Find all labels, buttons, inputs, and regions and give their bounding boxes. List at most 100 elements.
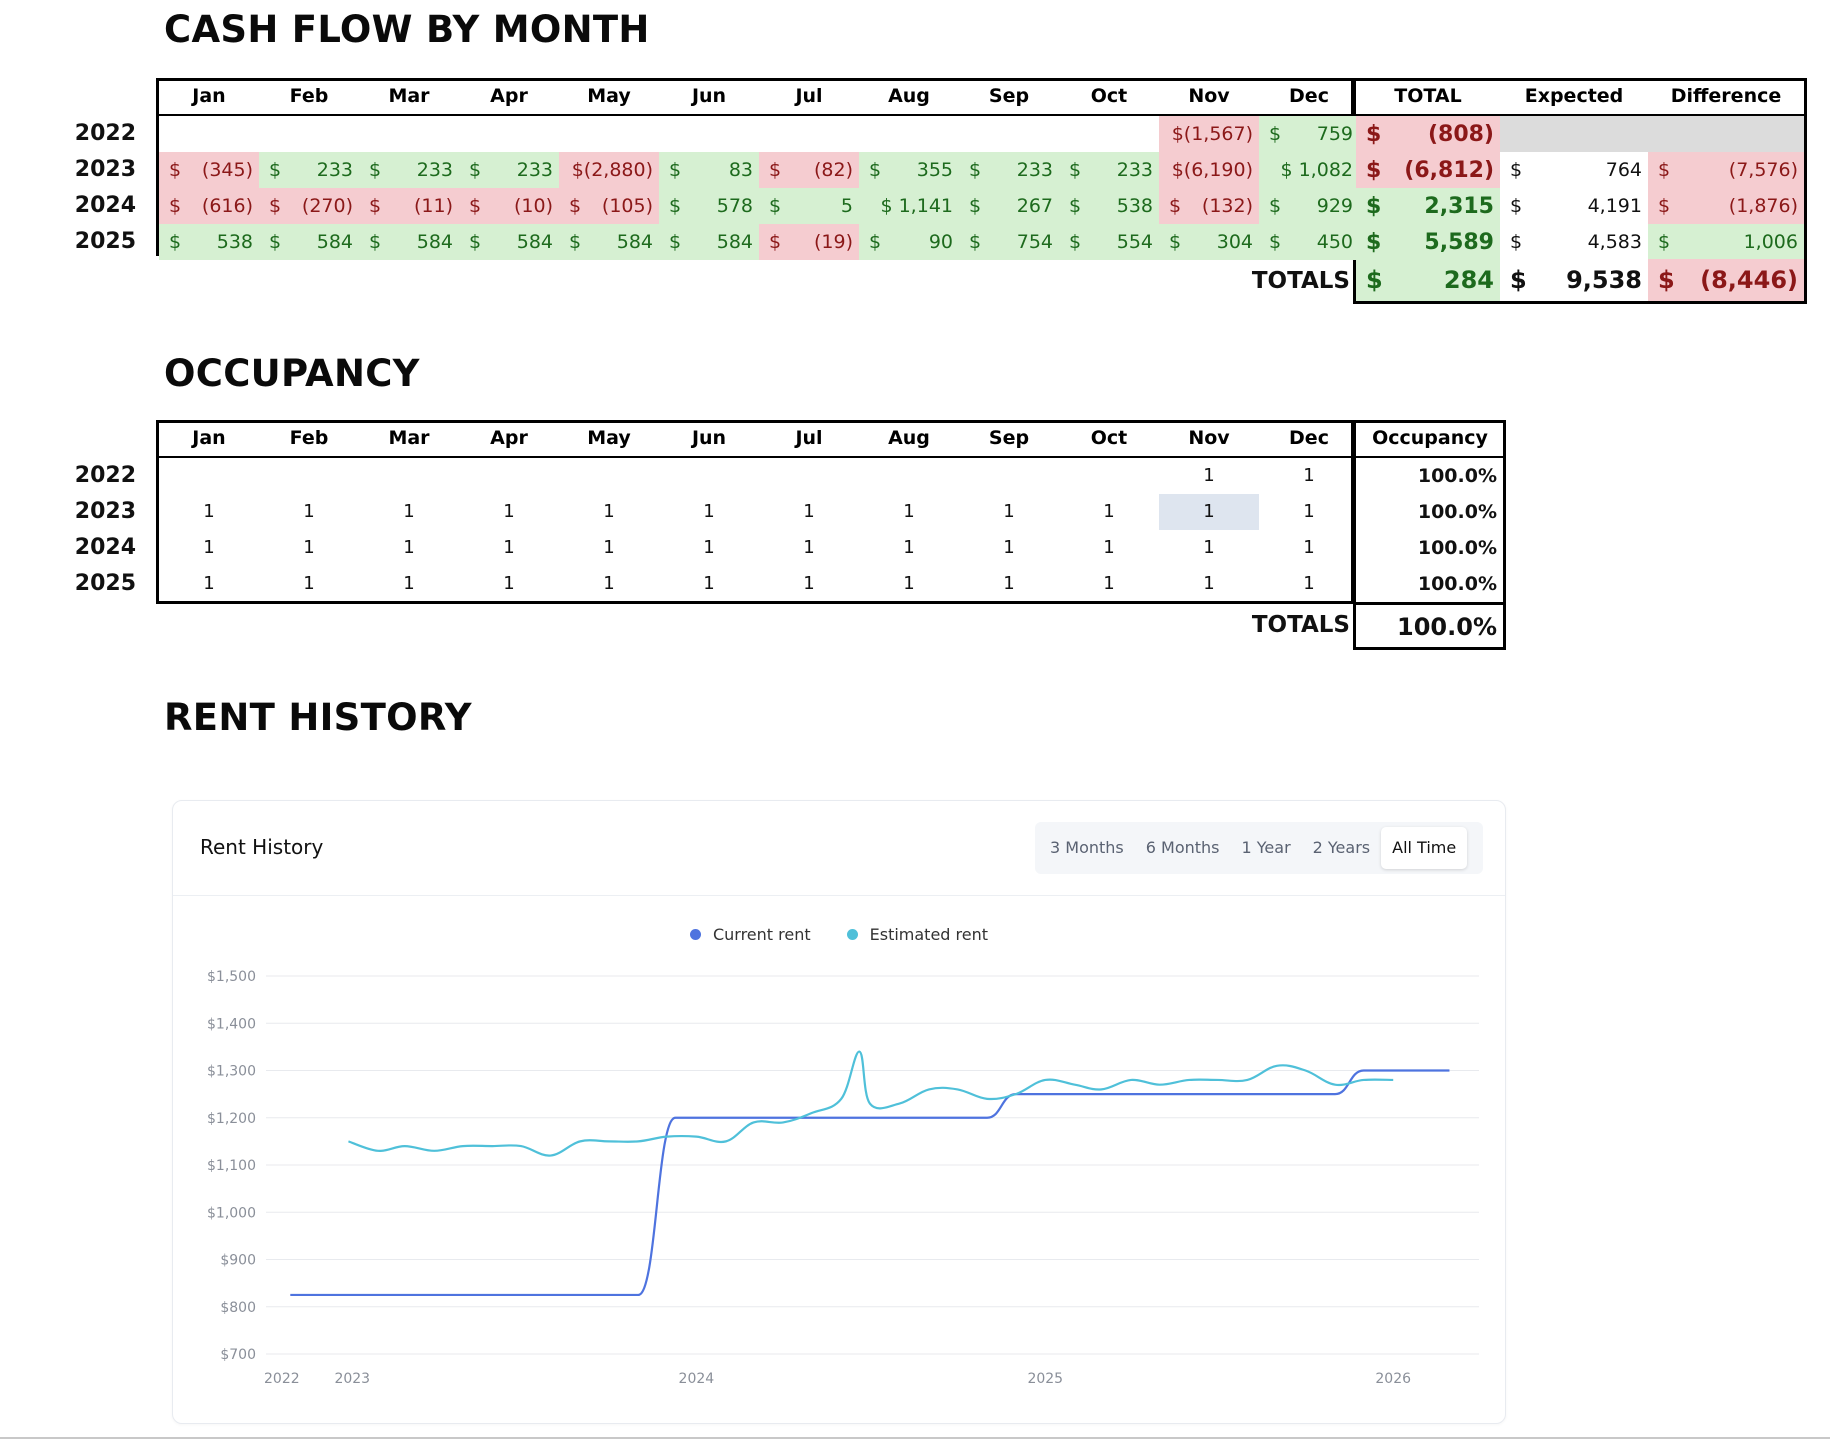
occupancy-pct: 100.0% [1417,537,1497,559]
occupancy-cell[interactable] [759,458,859,494]
currency-symbol: $ [1510,159,1523,181]
occupancy-cell[interactable]: 1 [603,501,615,522]
occupancy-cell[interactable] [159,458,259,494]
occupancy-cell[interactable] [359,458,459,494]
occupancy-cell[interactable] [659,458,759,494]
difference-cell: $ (1,876) [1648,188,1804,224]
occupancy-cell[interactable]: 1 [1303,465,1315,486]
cash-cell: $5 [759,188,859,224]
currency-symbol: $ [269,159,282,181]
range-option-all-time[interactable]: All Time [1381,827,1468,869]
bottom-divider [0,1437,1830,1439]
occupancy-cell[interactable]: 1 [303,573,315,594]
legend-item[interactable]: Current rent [689,925,811,944]
occupancy-cell[interactable]: 1 [703,501,715,522]
occupancy-cell[interactable]: 1 [1103,573,1115,594]
occupancy-cell[interactable]: 1 [203,537,215,558]
occupancy-cell[interactable] [259,458,359,494]
cash-cell: $ (19) [759,224,859,260]
currency-symbol: $ [169,159,182,181]
occupancy-cell[interactable]: 1 [1003,537,1015,558]
range-option-3-months[interactable]: 3 Months [1050,838,1124,857]
occupancy-cell[interactable]: 1 [1203,573,1215,594]
month-header: Mar [388,85,430,107]
occupancy-cell[interactable] [859,458,959,494]
legend-dot-icon [846,929,858,940]
occupancy-cell[interactable]: 1 [1303,501,1315,522]
occupancy-pct: 100.0% [1417,501,1497,523]
occupancy-cell[interactable] [459,458,559,494]
occupancy-cell[interactable]: 1 [1103,501,1115,522]
occupancy-cell[interactable]: 1 [603,573,615,594]
occupancy-cell[interactable]: 1 [1103,537,1115,558]
currency-symbol: $ [1366,229,1382,255]
chart-legend: Current rent Estimated rent [173,925,1505,944]
month-header: Aug [888,85,930,107]
occupancy-cell[interactable]: 1 [803,537,815,558]
occupancy-cell[interactable] [959,458,1059,494]
occupancy-title: OCCUPANCY [164,352,420,395]
month-header: Oct [1090,427,1128,449]
month-header: Jul [795,85,823,107]
currency-symbol: $ [869,159,882,181]
occupancy-cell[interactable]: 1 [503,501,515,522]
row-year: 2023 [74,157,136,182]
cash-cell: $554 [1059,224,1159,260]
occupancy-cell[interactable]: 1 [303,501,315,522]
cash-cell: $584 [659,224,759,260]
occupancy-cell[interactable]: 1 [503,573,515,594]
month-header: Mar [388,427,430,449]
money-value: 304 [1216,231,1253,253]
currency-symbol: $ [1366,193,1382,219]
cash-cell: $ (345) [159,152,259,188]
occupancy-cell[interactable]: 1 [603,537,615,558]
occupancy-cell[interactable]: 1 [703,537,715,558]
occupancy-cell[interactable]: 1 [403,537,415,558]
cash-cell: $ (105) [559,188,659,224]
occupancy-cell[interactable]: 1 [1203,537,1215,558]
cash-cell: $450 [1259,224,1359,260]
occupancy-cell[interactable] [1059,458,1159,494]
currency-symbol: $ [1269,123,1282,145]
occupancy-cell[interactable]: 1 [903,537,915,558]
occupancy-pct: 100.0% [1417,465,1497,487]
occupancy-cell[interactable]: 1 [1159,494,1259,530]
money-value: 578 [716,195,753,217]
legend-label: Estimated rent [869,925,989,944]
occupancy-cell[interactable]: 1 [203,573,215,594]
currency-symbol: $ [1269,231,1282,253]
range-option-2-years[interactable]: 2 Years [1312,838,1371,857]
occupancy-cell[interactable]: 1 [503,537,515,558]
currency-symbol: $ [369,231,382,253]
occupancy-cell[interactable]: 1 [803,573,815,594]
occupancy-cell[interactable]: 1 [303,537,315,558]
currency-symbol: $ [1069,231,1082,253]
range-option-1-year[interactable]: 1 Year [1241,838,1291,857]
money-value: 2,315 [1424,193,1494,219]
occupancy-cell[interactable]: 1 [703,573,715,594]
money-value: (105) [601,195,653,217]
occupancy-cell[interactable]: 1 [203,501,215,522]
range-option-6-months[interactable]: 6 Months [1145,838,1220,857]
occupancy-cell[interactable]: 1 [403,501,415,522]
occupancy-cell[interactable] [559,458,659,494]
money-value: 4,191 [1587,195,1642,217]
month-header: Feb [289,85,329,107]
occupancy-cell[interactable]: 1 [1303,573,1315,594]
year-total-cell: $2,315 [1356,188,1500,224]
occupancy-cell[interactable]: 1 [1003,501,1015,522]
occupancy-cell[interactable]: 1 [1203,465,1215,486]
occupancy-cell[interactable]: 1 [403,573,415,594]
money-value: (132) [1201,195,1253,217]
occupancy-cell[interactable]: 1 [1003,573,1015,594]
cash-cell: $ (616) [159,188,259,224]
occupancy-cell[interactable]: 1 [1303,537,1315,558]
legend-item[interactable]: Estimated rent [846,925,989,944]
occupancy-cell[interactable]: 1 [903,501,915,522]
cash-cell: $233 [259,152,359,188]
occupancy-cell[interactable]: 1 [903,573,915,594]
occupancy-cell[interactable]: 1 [803,501,815,522]
time-range-selector: 3 Months 6 Months 1 Year 2 Years All Time [1035,822,1483,874]
money-value: 233 [1116,159,1153,181]
month-header: Jan [192,427,226,449]
